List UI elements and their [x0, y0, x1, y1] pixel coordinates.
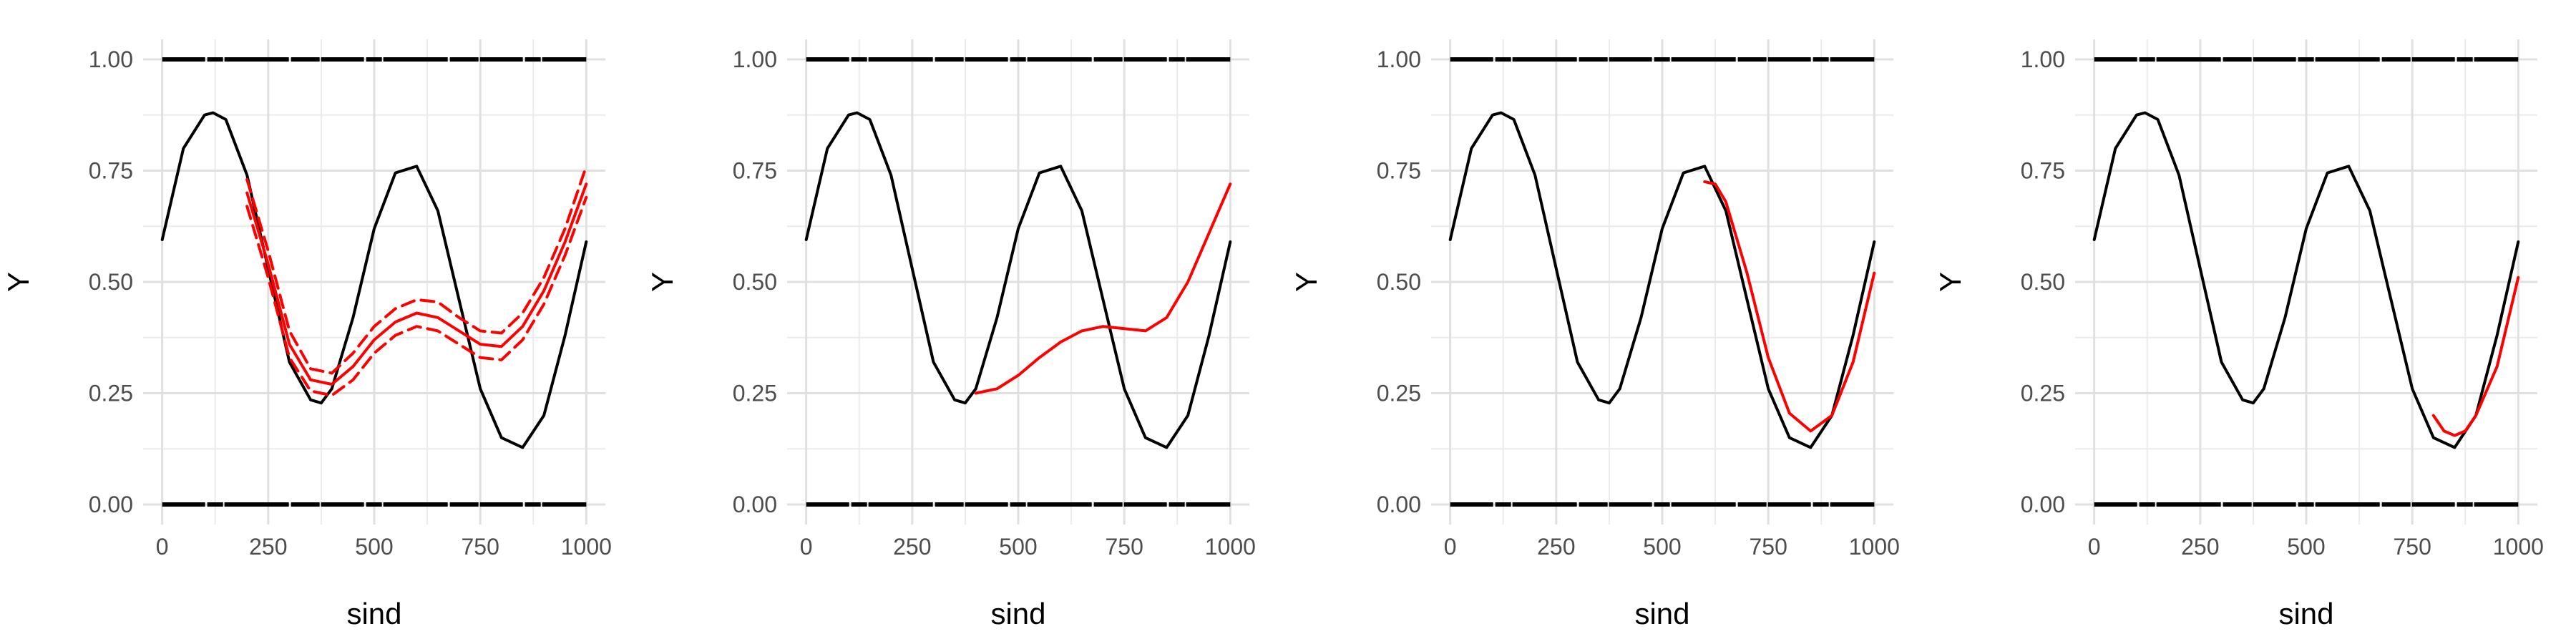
x-tick-label: 500 [355, 534, 393, 560]
x-tick-label: 1000 [1849, 534, 1900, 560]
y-tick-label: 0.75 [89, 157, 133, 183]
x-tick-label: 1000 [561, 534, 612, 560]
x-tick-label: 500 [2287, 534, 2325, 560]
x-tick-label: 750 [2393, 534, 2431, 560]
x-axis-title: sind [990, 597, 1045, 630]
x-axis-title: sind [1634, 597, 1689, 630]
x-tick-label: 250 [2181, 534, 2219, 560]
y-tick-label: 1.00 [733, 47, 777, 72]
series-line-fit [245, 182, 588, 386]
x-tick-label: 0 [800, 534, 813, 560]
y-tick-label: 0.00 [89, 492, 133, 517]
y-tick-label: 0.75 [733, 157, 777, 183]
y-tick-label: 0.50 [89, 269, 133, 295]
y-axis-title: Y [1289, 272, 1323, 292]
y-axis-title: Y [1933, 272, 1967, 292]
x-tick-label: 1000 [2493, 534, 2544, 560]
grid [787, 39, 1249, 525]
y-tick-label: 0.75 [1377, 157, 1421, 183]
y-tick-label: 0.25 [733, 381, 777, 406]
y-tick-label: 1.00 [2021, 47, 2065, 72]
y-tick-label: 0.50 [2021, 269, 2065, 295]
panel-1: 0.00 0.25 0.50 0.75 1.00 0 250 500 750 1000 sind Y [1, 39, 612, 630]
series-line-truth [804, 111, 1232, 449]
series-line-fit [2431, 275, 2520, 437]
y-tick-label: 0.75 [2021, 157, 2065, 183]
panel-3: 0.00 0.25 0.50 0.75 1.00 0 250 500 750 1000 sind Y [1289, 39, 1900, 630]
panel-4: 0.00 0.25 0.50 0.75 1.00 0 250 500 750 1000 sind Y [1933, 39, 2544, 630]
series-line-truth [2092, 111, 2520, 449]
x-tick-label: 0 [156, 534, 169, 560]
series-line-band [245, 195, 588, 397]
panel-2: 0.00 0.25 0.50 0.75 1.00 0 250 500 750 1000 sind Y [645, 39, 1256, 630]
y-tick-label: 0.25 [1377, 381, 1421, 406]
y-tick-label: 0.50 [733, 269, 777, 295]
x-tick-label: 250 [1537, 534, 1575, 560]
x-tick-label: 1000 [1205, 534, 1256, 560]
y-axis-title: Y [1, 272, 35, 292]
x-tick-label: 250 [893, 534, 931, 560]
series-line-band [245, 165, 588, 375]
y-axis-title: Y [645, 272, 679, 292]
x-tick-label: 750 [461, 534, 499, 560]
y-tick-label: 0.25 [2021, 381, 2065, 406]
x-tick-label: 250 [249, 534, 287, 560]
x-axis-title: sind [2278, 597, 2333, 630]
x-tick-label: 0 [2088, 534, 2101, 560]
y-tick-label: 1.00 [89, 47, 133, 72]
series-line-fit [974, 182, 1232, 395]
y-tick-label: 0.00 [733, 492, 777, 517]
series-line-truth [160, 111, 588, 449]
x-tick-label: 500 [1643, 534, 1681, 560]
y-tick-label: 0.00 [2021, 492, 2065, 517]
x-axis-title: sind [346, 597, 401, 630]
x-tick-label: 750 [1105, 534, 1143, 560]
series-line-fit [1703, 180, 1876, 433]
x-tick-label: 0 [1444, 534, 1457, 560]
y-tick-label: 0.25 [89, 381, 133, 406]
y-tick-label: 0.50 [1377, 269, 1421, 295]
y-tick-label: 0.00 [1377, 492, 1421, 517]
y-tick-label: 1.00 [1377, 47, 1421, 72]
x-tick-label: 750 [1749, 534, 1787, 560]
x-tick-label: 500 [999, 534, 1037, 560]
series-line-truth [1448, 111, 1876, 449]
